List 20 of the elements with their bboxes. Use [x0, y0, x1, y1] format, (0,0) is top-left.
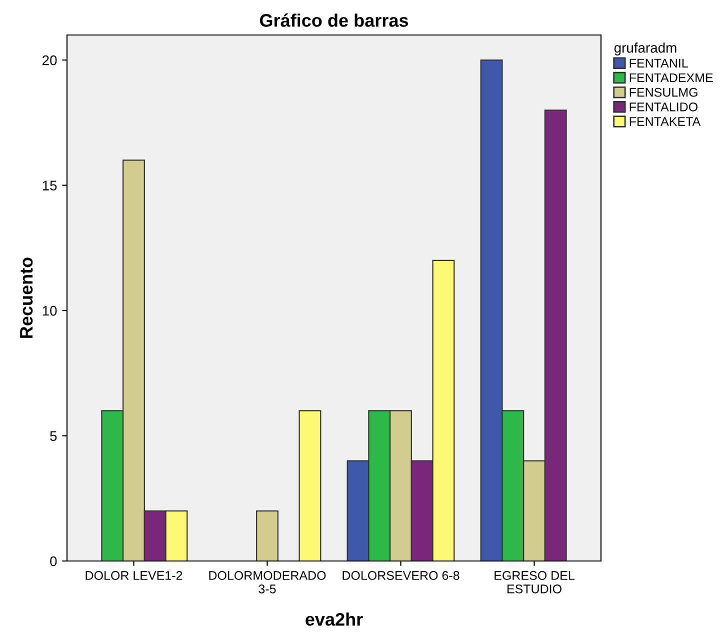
x-tick-label: DOLORMODERADO 3-5 — [209, 571, 326, 594]
y-tick-label: 20 — [42, 55, 57, 66]
bar — [256, 510, 278, 561]
y-axis-title: Recuento — [20, 258, 33, 338]
x-tick-label: DOLORSEVERO 6-8 — [342, 571, 460, 580]
legend-label: FENTADEXME — [630, 73, 713, 82]
x-axis-title: eva2hr — [306, 612, 363, 626]
y-tick-label: 0 — [50, 556, 57, 566]
x-tick-label: DOLOR LEVE1-2 — [86, 571, 182, 580]
legend-label: FENSULMG — [630, 88, 698, 97]
legend-label: FENTANIL — [630, 58, 688, 68]
y-tick-label: 15 — [42, 180, 57, 190]
x-tick-label: EGRESO DEL ESTUDIO — [494, 571, 574, 594]
y-tick-label: 5 — [50, 431, 57, 441]
legend-label: FENTALIDO — [630, 102, 698, 112]
chart-title: Gráfico de barras — [260, 13, 408, 27]
bar — [298, 410, 322, 561]
legend-label: FENTAKETA — [630, 117, 701, 126]
y-tick-label: 10 — [42, 306, 57, 316]
legend-title: grufaradm — [614, 42, 676, 56]
